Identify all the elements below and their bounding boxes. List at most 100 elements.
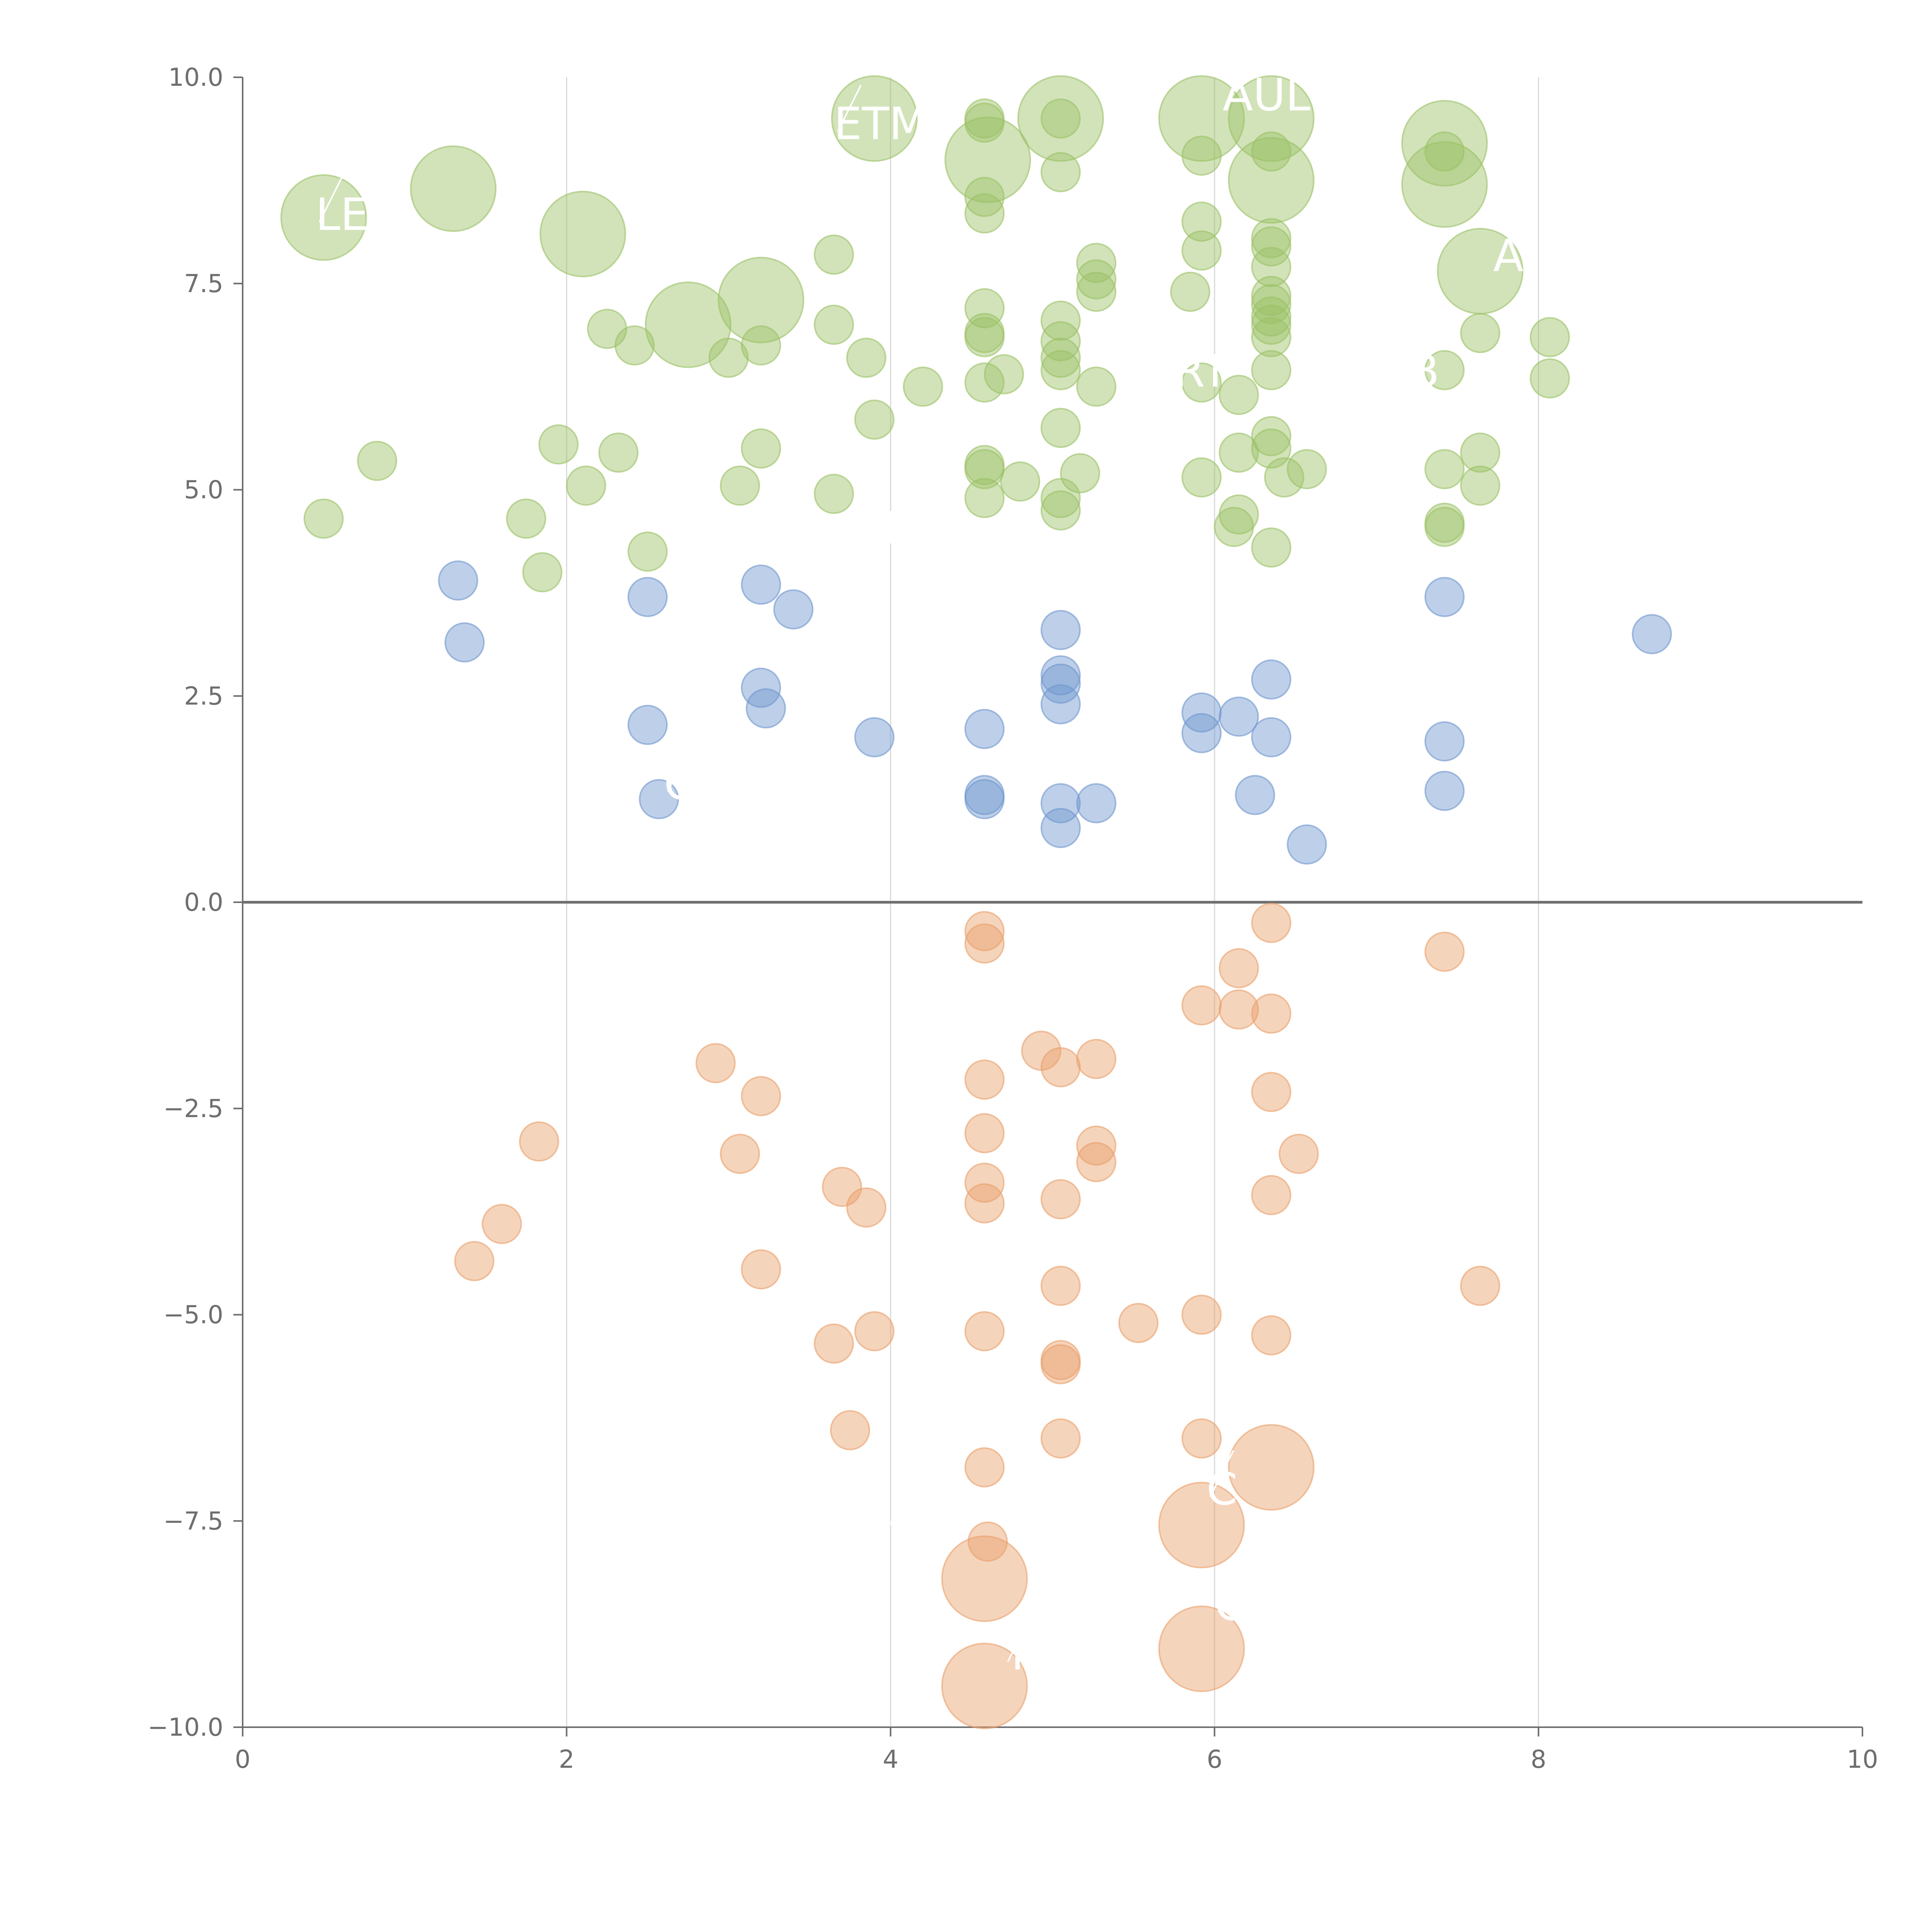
- bubble-blue-16[interactable]: [1040, 684, 1081, 724]
- bubble-orange-41[interactable]: [964, 1447, 1005, 1488]
- bubble-green-85[interactable]: [719, 465, 760, 506]
- bubble-green-93[interactable]: [1251, 527, 1291, 568]
- bubble-orange-28[interactable]: [1251, 1175, 1291, 1215]
- bubble-orange-42[interactable]: [1040, 1418, 1081, 1459]
- bubble-blue-13[interactable]: [1040, 610, 1081, 650]
- bubble-blue-28[interactable]: [1424, 721, 1465, 762]
- bubble-orange-27[interactable]: [1040, 1179, 1081, 1219]
- bubble-orange-5[interactable]: [1181, 985, 1222, 1026]
- bubble-green-8[interactable]: [1228, 137, 1315, 224]
- bubble-orange-15[interactable]: [519, 1121, 560, 1162]
- bubble-green-25[interactable]: [1181, 230, 1222, 271]
- bubble-green-21[interactable]: [1251, 131, 1291, 172]
- bubble-green-65[interactable]: [538, 424, 579, 465]
- bubble-blue-25[interactable]: [1251, 717, 1291, 757]
- bubble-green-41[interactable]: [614, 325, 655, 366]
- bubble-green-42[interactable]: [708, 337, 749, 378]
- bubble-green-53[interactable]: [903, 366, 943, 407]
- bubble-orange-10[interactable]: [1076, 1039, 1117, 1079]
- bubble-blue-5[interactable]: [741, 565, 781, 605]
- bubble-green-50[interactable]: [1040, 350, 1081, 390]
- bubble-green-76[interactable]: [1287, 449, 1327, 490]
- bubble-orange-34[interactable]: [964, 1311, 1005, 1352]
- bubble-blue-17[interactable]: [1040, 783, 1081, 823]
- bubble-green-63[interactable]: [1040, 408, 1081, 448]
- bubble-orange-49[interactable]: [941, 1643, 1028, 1730]
- bubble-blue-3[interactable]: [628, 704, 668, 745]
- bubble-green-60[interactable]: [1424, 350, 1465, 390]
- bubble-green-28[interactable]: [1251, 247, 1291, 287]
- bubble-green-0[interactable]: [280, 174, 367, 261]
- bubble-green-64[interactable]: [357, 440, 397, 481]
- bubble-blue-1[interactable]: [444, 622, 485, 663]
- bubble-green-61[interactable]: [1529, 358, 1570, 399]
- bubble-green-35[interactable]: [1251, 276, 1291, 316]
- bubble-green-49[interactable]: [1040, 337, 1081, 378]
- bubble-green-23[interactable]: [814, 235, 854, 275]
- bubble-green-84[interactable]: [628, 531, 668, 572]
- bubble-blue-26[interactable]: [1287, 824, 1327, 865]
- bubble-green-15[interactable]: [964, 102, 1005, 143]
- bubble-green-44[interactable]: [814, 304, 854, 345]
- bubble-orange-48[interactable]: [1158, 1605, 1245, 1692]
- bubble-green-38[interactable]: [1251, 304, 1291, 345]
- bubble-green-89[interactable]: [1040, 478, 1081, 518]
- bubble-orange-40[interactable]: [830, 1410, 870, 1451]
- bubble-green-88[interactable]: [1000, 461, 1041, 502]
- bubble-green-79[interactable]: [1460, 465, 1500, 506]
- bubble-green-77[interactable]: [1424, 449, 1465, 490]
- bubble-orange-9[interactable]: [1040, 1047, 1081, 1087]
- bubble-green-59[interactable]: [1251, 350, 1291, 390]
- bubble-green-5[interactable]: [1017, 75, 1104, 162]
- bubble-green-6[interactable]: [1158, 75, 1245, 162]
- bubble-blue-27[interactable]: [1424, 577, 1465, 617]
- bubble-orange-19[interactable]: [1076, 1142, 1117, 1182]
- bubble-orange-17[interactable]: [964, 1113, 1005, 1153]
- bubble-blue-19[interactable]: [1076, 783, 1117, 823]
- bubble-blue-21[interactable]: [1181, 713, 1222, 753]
- bubble-orange-37[interactable]: [1118, 1303, 1159, 1343]
- bubble-green-78[interactable]: [1460, 432, 1500, 473]
- bubble-blue-22[interactable]: [1219, 696, 1259, 737]
- bubble-orange-23[interactable]: [822, 1167, 862, 1207]
- bubble-orange-6[interactable]: [1219, 989, 1259, 1030]
- bubble-green-27[interactable]: [1251, 226, 1291, 267]
- bubble-blue-9[interactable]: [854, 717, 895, 757]
- bubble-green-81[interactable]: [506, 498, 546, 539]
- bubble-orange-26[interactable]: [964, 1183, 1005, 1224]
- bubble-green-34[interactable]: [1040, 300, 1081, 341]
- bubble-blue-23[interactable]: [1235, 775, 1275, 815]
- bubble-green-70[interactable]: [1060, 453, 1100, 493]
- bubble-orange-36[interactable]: [1040, 1344, 1081, 1384]
- bubble-green-52[interactable]: [1529, 317, 1570, 357]
- bubble-orange-2[interactable]: [1251, 903, 1291, 943]
- bubble-orange-32[interactable]: [814, 1323, 854, 1364]
- bubble-green-2[interactable]: [539, 190, 626, 277]
- bubble-orange-39[interactable]: [1251, 1315, 1291, 1355]
- bubble-orange-4[interactable]: [1424, 932, 1465, 972]
- bubble-green-83[interactable]: [566, 465, 606, 506]
- bubble-blue-7[interactable]: [741, 667, 781, 708]
- bubble-green-17[interactable]: [964, 193, 1005, 234]
- bubble-blue-10[interactable]: [964, 709, 1005, 749]
- bubble-blue-2[interactable]: [628, 577, 668, 617]
- bubble-green-36[interactable]: [1251, 284, 1291, 325]
- bubble-green-31[interactable]: [1076, 272, 1117, 312]
- bubble-blue-6[interactable]: [773, 589, 814, 630]
- bubble-orange-31[interactable]: [1460, 1265, 1500, 1306]
- bubble-blue-18[interactable]: [1040, 808, 1081, 848]
- bubble-green-56[interactable]: [1076, 366, 1117, 407]
- bubble-orange-1[interactable]: [964, 923, 1005, 964]
- bubble-orange-33[interactable]: [854, 1311, 895, 1352]
- bubble-green-10[interactable]: [1401, 141, 1488, 228]
- bubble-green-69[interactable]: [964, 449, 1005, 490]
- bubble-orange-7[interactable]: [1251, 993, 1291, 1034]
- bubble-green-32[interactable]: [1170, 272, 1211, 312]
- bubble-green-47[interactable]: [964, 317, 1005, 357]
- bubble-blue-14[interactable]: [1040, 655, 1081, 696]
- bubble-green-90[interactable]: [1040, 490, 1081, 531]
- bubble-green-45[interactable]: [846, 337, 886, 378]
- bubble-orange-18[interactable]: [1076, 1125, 1117, 1166]
- bubble-blue-15[interactable]: [1040, 663, 1081, 704]
- bubble-orange-25[interactable]: [964, 1162, 1005, 1203]
